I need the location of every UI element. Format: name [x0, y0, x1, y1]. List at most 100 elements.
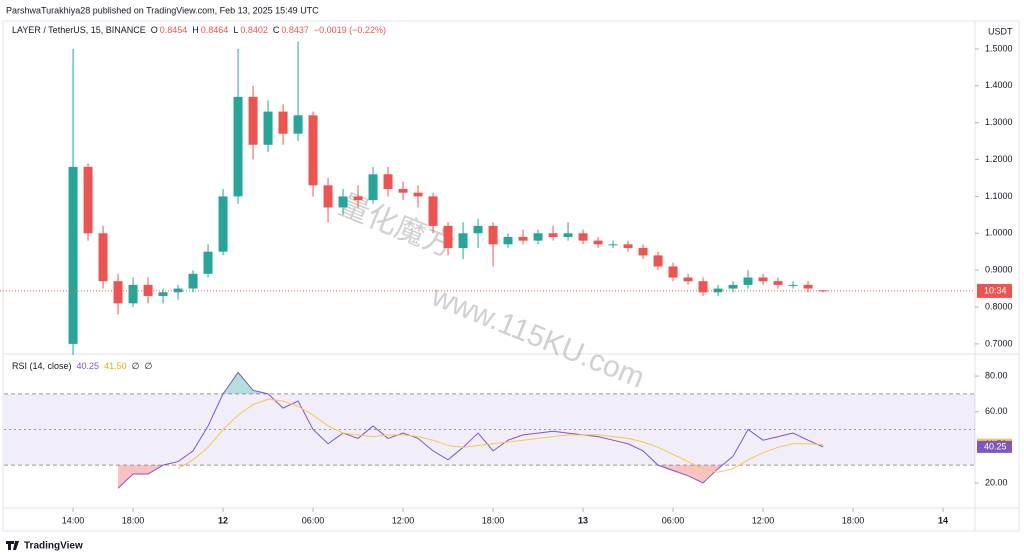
candle-body	[293, 115, 303, 134]
x-tick-label: 18:00	[122, 515, 145, 525]
x-tick-label: 12	[218, 515, 228, 525]
currency: USDT	[988, 26, 1013, 36]
h-value: 0.8464	[201, 25, 229, 35]
candle-body	[143, 284, 153, 296]
countdown-box	[977, 283, 1012, 298]
candle-body	[518, 236, 528, 241]
l-value: 0.8402	[240, 25, 268, 35]
o-label: O	[151, 25, 158, 35]
l-label: L	[233, 25, 238, 35]
y-tick-label: 0.7000	[985, 338, 1013, 348]
symbol: LAYER / TetherUS, 15, BINANCE	[12, 25, 146, 35]
candle-body	[68, 166, 78, 344]
rsi-box-label: 40.25	[984, 441, 1007, 451]
candle-body	[113, 281, 123, 304]
candle-body	[713, 288, 723, 293]
y-tick-label: 1.3000	[985, 117, 1013, 127]
x-tick-label: 12:00	[752, 515, 775, 525]
x-tick-label: 18:00	[842, 515, 865, 525]
candle-body	[323, 185, 333, 208]
x-tick-label: 06:00	[662, 515, 685, 525]
candle-body	[173, 288, 183, 293]
y-tick-label: 0.9000	[985, 265, 1013, 275]
y-tick-label: 20.00	[985, 477, 1008, 487]
candle-body	[653, 255, 663, 267]
footer: TradingView	[24, 541, 83, 552]
null-label: ∅	[132, 361, 140, 371]
candle-body	[263, 111, 273, 145]
h-label: H	[192, 25, 199, 35]
candle-body	[698, 281, 708, 293]
candle-body	[803, 284, 813, 289]
x-tick-label: 13	[578, 515, 588, 525]
rsi-legend: RSI (14, close) 40.25 41.50 ∅ ∅	[12, 361, 152, 371]
candle-body	[383, 174, 393, 190]
legend: LAYER / TetherUS, 15, BINANCE O 0.8454 H 0.8…	[12, 25, 386, 35]
rsi-box	[977, 440, 1012, 453]
candle-body	[203, 251, 213, 274]
candle-body	[428, 196, 438, 226]
change: −0.0019 (−0.22%)	[314, 25, 386, 35]
candle-body	[488, 225, 498, 245]
x-tick-label: 14	[938, 515, 948, 525]
candle-body	[128, 284, 138, 304]
y-tick-label: 0.8000	[985, 301, 1013, 311]
candle-body	[473, 225, 483, 234]
y-tick-label: 1.2000	[985, 154, 1013, 164]
publisher: ParshwaTurakhiya28 published on TradingV…	[6, 5, 319, 15]
candle-body	[548, 233, 558, 237]
rsi-line	[117, 371, 824, 489]
candle-body	[398, 189, 408, 193]
candle-body	[83, 166, 93, 234]
candle-body	[368, 174, 378, 201]
y-tick-label: 80.00	[985, 370, 1008, 380]
candle-body	[788, 284, 798, 286]
y-tick-label: 1.5000	[985, 43, 1013, 53]
candle-body	[338, 196, 348, 208]
frame	[2, 20, 1020, 532]
c-value: 0.8437	[281, 25, 309, 35]
candle-body	[818, 290, 828, 292]
candle-body	[623, 244, 633, 249]
y-tick-label: 60.00	[985, 406, 1008, 416]
candle-body	[188, 273, 198, 289]
y-tick-label: 1.1000	[985, 191, 1013, 201]
candle-body	[353, 196, 363, 201]
rsi-line	[177, 398, 824, 473]
candle-body	[758, 277, 768, 282]
candle-body	[773, 281, 783, 285]
candle-body	[233, 96, 243, 197]
candle-body	[413, 192, 423, 197]
x-tick-label: 14:00	[62, 515, 85, 525]
countdown: 10:34	[984, 285, 1007, 295]
candle-body	[563, 233, 573, 237]
candle-body	[248, 96, 258, 145]
x-tick-label: 12:00	[392, 515, 415, 525]
candle-body	[443, 225, 453, 249]
candle-body	[458, 233, 468, 249]
x-tick-label: 18:00	[482, 515, 505, 525]
null-label: ∅	[144, 361, 152, 371]
x-tick-label: 06:00	[302, 515, 325, 525]
candle-body	[578, 233, 588, 241]
candle-body	[218, 196, 228, 252]
ma-value: 41.50	[104, 361, 127, 371]
c-label: C	[273, 25, 280, 35]
o-value: 0.8454	[160, 25, 188, 35]
candle-body	[638, 248, 648, 256]
candle-body	[98, 233, 108, 282]
rsi-value: 40.25	[77, 361, 100, 371]
candle-body	[278, 111, 288, 134]
candle-body	[308, 115, 318, 186]
candle-body	[158, 292, 168, 296]
y-tick-label: 1.4000	[985, 80, 1013, 90]
candle-body	[593, 240, 603, 245]
candle-body	[728, 284, 738, 289]
candle-body	[533, 233, 543, 241]
logo	[6, 541, 19, 550]
y-tick-label: 1.0000	[985, 228, 1013, 238]
rsi-title: RSI (14, close)	[12, 361, 72, 371]
candle-body	[608, 244, 618, 246]
